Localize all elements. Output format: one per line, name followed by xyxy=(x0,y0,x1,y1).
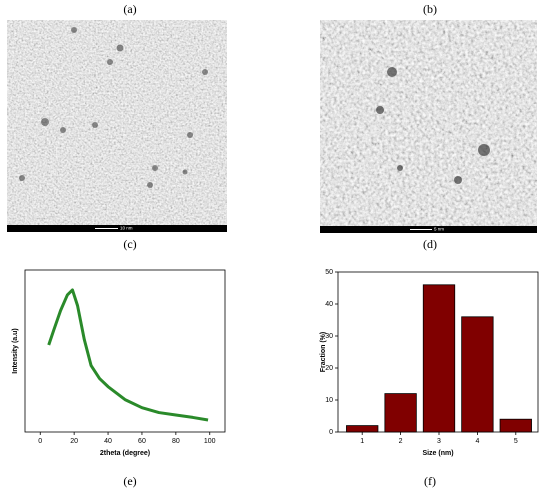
scale-label: 5 nm xyxy=(434,227,444,232)
tem-texture xyxy=(320,20,537,233)
x-tick-label: 40 xyxy=(104,438,112,445)
x-tick-label: 4 xyxy=(475,438,479,445)
y-tick-label: 40 xyxy=(325,301,333,308)
x-tick-label: 60 xyxy=(138,438,146,445)
y-tick-label: 0 xyxy=(329,429,333,436)
bar xyxy=(346,425,379,433)
panel-label: (e) xyxy=(123,474,136,488)
x-tick-label: 1 xyxy=(360,438,364,445)
x-axis-label: 2theta (degree) xyxy=(100,450,150,457)
x-tick-label: 0 xyxy=(38,438,42,445)
y-axis-label: Fraction (%) xyxy=(320,332,327,372)
plot-frame xyxy=(24,269,226,433)
scale-label: 10 nm xyxy=(120,226,133,231)
y-tick-label: 50 xyxy=(325,269,333,276)
x-tick-label: 100 xyxy=(204,438,216,445)
tem-image: 5 nm xyxy=(320,20,537,233)
bar xyxy=(461,316,494,433)
panel-label: (a) xyxy=(123,2,136,16)
bar xyxy=(384,393,417,433)
x-tick-label: 3 xyxy=(437,438,441,445)
x-axis-label: Size (nm) xyxy=(422,450,453,457)
y-axis-label: Intensity (a.u) xyxy=(12,328,19,374)
x-tick-label: 20 xyxy=(70,438,78,445)
tem-image: 10 nm xyxy=(7,20,227,232)
bar xyxy=(422,284,456,433)
panel-label: (d) xyxy=(423,237,437,251)
particles xyxy=(19,27,208,188)
data-line xyxy=(47,288,209,422)
panel-label: (f) xyxy=(424,474,436,488)
y-tick-label: 20 xyxy=(325,365,333,372)
y-tick-label: 30 xyxy=(325,333,333,340)
particles xyxy=(376,67,490,184)
panel-label: (c) xyxy=(123,237,136,251)
y-tick-label: 10 xyxy=(325,397,333,404)
x-tick-label: 2 xyxy=(399,438,403,445)
x-tick-label: 5 xyxy=(514,438,518,445)
x-tick-label: 80 xyxy=(172,438,180,445)
bar xyxy=(499,418,532,433)
tem-texture xyxy=(7,20,227,232)
panel-label: (b) xyxy=(423,2,437,16)
